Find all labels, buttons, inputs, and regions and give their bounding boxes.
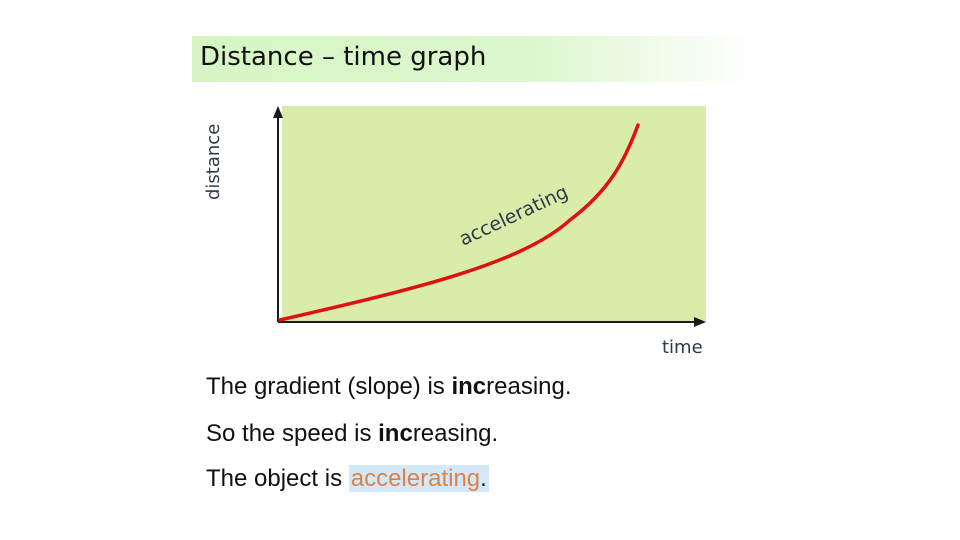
slide-title: Distance – time graph (200, 42, 487, 72)
statement-gradient-emphasis: inc (451, 373, 487, 400)
conclusion-highlight: accelerating. (348, 465, 489, 492)
statement-gradient: The gradient (slope) is increasing. (206, 373, 572, 401)
statement-speed-end: reasing. (412, 420, 499, 447)
y-axis-label: distance (203, 124, 224, 200)
statement-conclusion-start: The object is (206, 465, 349, 492)
y-axis-arrowhead (273, 106, 283, 118)
statement-gradient-start: The gradient (slope) is (206, 373, 452, 400)
accelerating-curve (278, 123, 640, 322)
conclusion-period: . (480, 465, 487, 492)
x-axis-label: time (662, 337, 703, 358)
statement-speed-start: So the speed is (206, 420, 379, 447)
x-axis-arrowhead (694, 317, 706, 327)
statement-conclusion: The object is accelerating. (206, 465, 489, 493)
statement-speed: So the speed is increasing. (206, 420, 498, 448)
plot-area (282, 106, 706, 322)
statement-speed-emphasis: inc (378, 420, 413, 447)
statement-gradient-end: reasing. (486, 373, 572, 400)
conclusion-highlight-word: accelerating (350, 465, 481, 492)
distance-time-graph: accelerating distance time (203, 106, 706, 358)
title-bar: Distance – time graph (192, 36, 752, 82)
